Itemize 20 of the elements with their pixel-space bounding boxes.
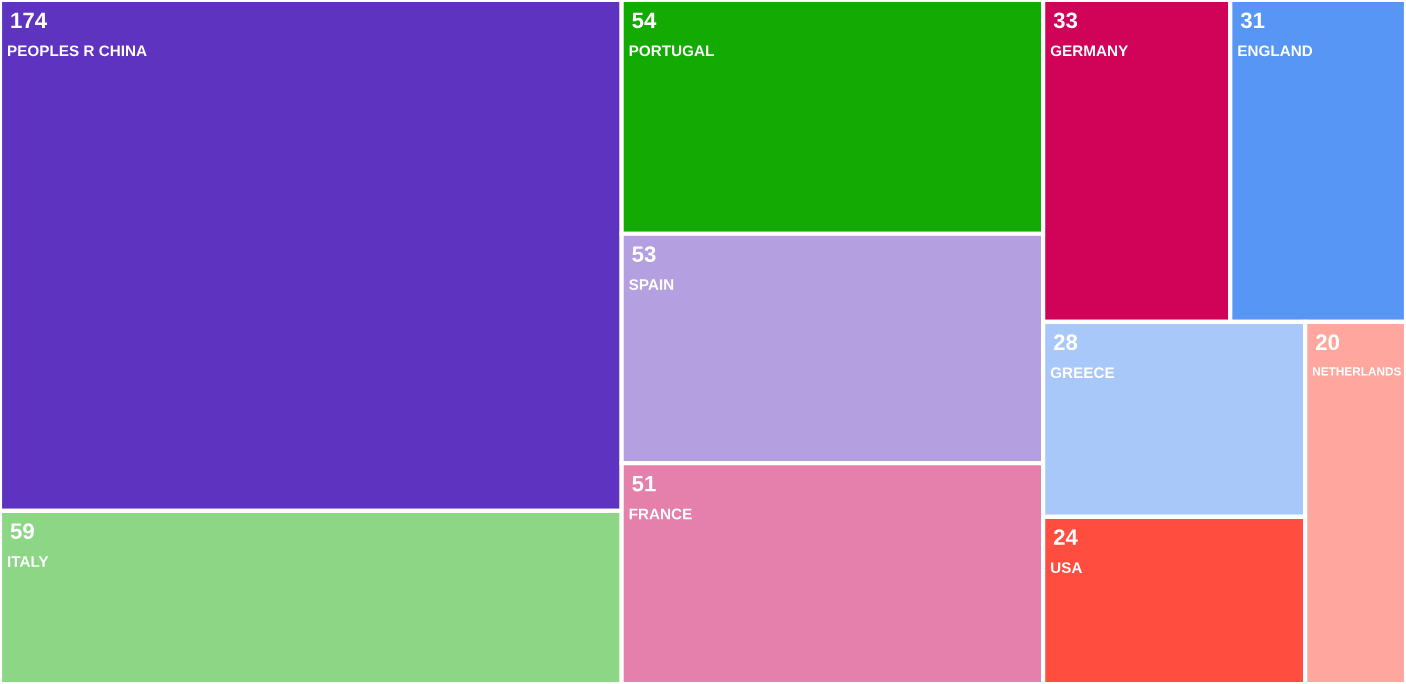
data-label: 53 [632,246,656,263]
data-label: 20 [1315,334,1340,351]
data-label: 59 [10,523,34,540]
category-label: PORTUGAL [629,45,714,57]
category-label: ENGLAND [1238,45,1313,57]
data-label: 28 [1053,334,1078,351]
data-label: 54 [632,12,657,29]
data-label: 24 [1053,529,1078,545]
category-label: GERMANY [1050,45,1129,57]
category-label: SPAIN [629,279,674,290]
category-label: PEOPLES R CHINA [8,45,147,57]
category-label: FRANCE [629,508,692,520]
data-label: 174 [11,12,47,28]
data-label: 31 [1240,12,1265,29]
data-label: 33 [1053,12,1078,29]
category-label: USA [1051,562,1083,574]
category-label: ITALY [8,556,49,567]
category-label: GREECE [1050,367,1115,379]
category-label: NETHERLANDS [1313,367,1401,376]
data-label: 51 [632,475,656,492]
